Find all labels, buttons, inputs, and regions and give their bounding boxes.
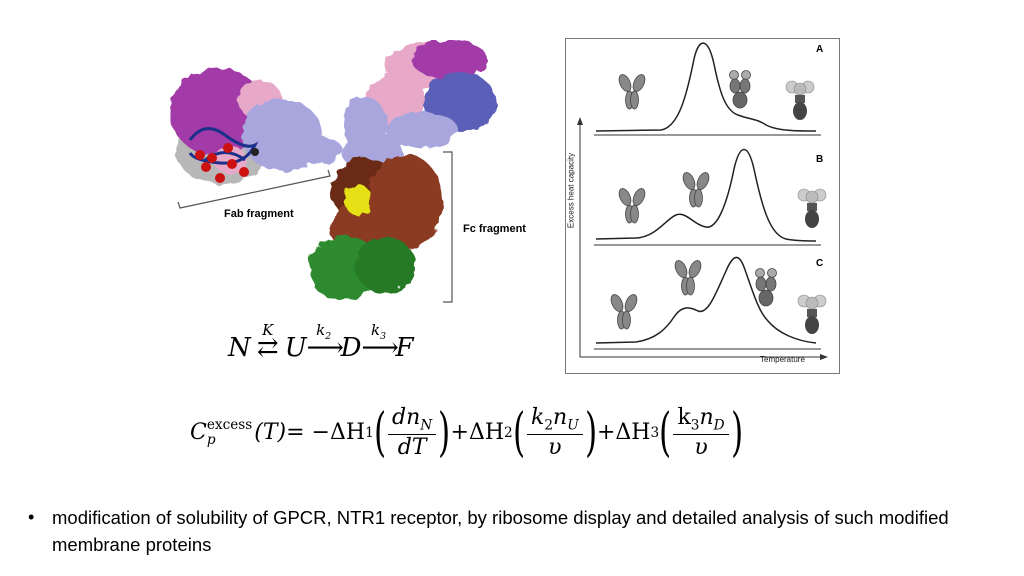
panel-letter-b: B: [816, 154, 824, 165]
equilibrium-constant: K: [262, 321, 274, 339]
h1-sub: 1: [365, 424, 374, 441]
antibody-icon: [672, 258, 704, 296]
k2-text: k: [531, 405, 545, 430]
panel-letter-c: C: [816, 258, 824, 269]
panel-letter-a: A: [816, 44, 824, 55]
curve-c: [595, 256, 817, 344]
fc-fragment-label: Fc fragment: [463, 223, 526, 235]
aggregate-icon: [785, 80, 815, 121]
k2-sub-text: 2: [544, 417, 554, 434]
rate-k2-sub: 2: [325, 331, 332, 342]
antibody-icon: [616, 186, 648, 224]
term2-prefix: +ΔH: [450, 420, 505, 446]
bullet-item: • modification of solubility of GPCR, NT…: [28, 504, 1018, 558]
antibody-icon: [616, 72, 648, 110]
equilibrium-arrow: K ⇄: [251, 323, 285, 364]
dnN-sub: N: [420, 417, 433, 434]
cp-symbol: C: [190, 420, 207, 446]
cp-superscript: excess: [206, 416, 253, 433]
nU-sub-text: U: [567, 417, 579, 434]
fraction-dnN-dT: dnN dT: [388, 405, 437, 461]
nD-text: n: [699, 405, 714, 430]
fc-bracket: [443, 151, 453, 303]
cp-subscript: p: [206, 431, 216, 448]
nU-text: n: [553, 405, 568, 430]
rate-k2: k: [316, 321, 326, 339]
fraction-k2nU-v: k2nU υ: [527, 405, 583, 460]
v-text-1: υ: [548, 435, 562, 461]
y-axis-label: Excess heat capacity: [566, 152, 576, 229]
v-text-2: υ: [694, 435, 708, 461]
curve-a: [595, 42, 817, 132]
species-d: D: [340, 333, 362, 363]
dnN-text: dn: [392, 405, 421, 430]
h3-sub: 3: [650, 424, 660, 441]
rate-k3: k: [371, 321, 381, 339]
fab-fragment-label: Fab fragment: [224, 208, 294, 220]
dT-text: dT: [397, 435, 427, 461]
nD-sub-text: D: [713, 417, 725, 434]
aggregate-icon: [797, 294, 827, 335]
bullet-dot-icon: •: [28, 507, 35, 527]
fab-bracket: [177, 169, 331, 209]
antibody-icon: [680, 170, 712, 208]
aggregate-icon: [797, 188, 827, 229]
antibody-structure-image: [170, 40, 496, 303]
unfolded-antibody-icon: [755, 268, 777, 307]
species-n: N: [228, 333, 251, 363]
h2-sub: 2: [504, 424, 513, 441]
k3-sub-text: 3: [690, 417, 700, 434]
dsc-curves: [577, 42, 828, 360]
antibody-icon: [608, 292, 640, 330]
term3-prefix: +ΔH: [596, 420, 651, 446]
rate-arrow-k2: k2 ⟶: [306, 321, 344, 364]
fraction-k3nD-v: k3nD υ: [673, 405, 729, 461]
k3-text: k: [677, 405, 691, 430]
term1-prefix: = −ΔH: [286, 420, 366, 446]
heat-capacity-equation: C excess p (T) = −ΔH 1 ( dnN dT ) +ΔH 2 ( …: [190, 402, 743, 463]
x-axis-label: Temperature: [760, 355, 805, 364]
temperature-arg: (T): [254, 420, 287, 446]
bullet-text: modification of solubility of GPCR, NTR1…: [52, 507, 949, 555]
species-f: F: [395, 333, 414, 363]
dsc-thermogram-panel: [565, 38, 840, 374]
rate-arrow-k3: k3 ⟶: [361, 321, 399, 364]
curve-b: [595, 148, 817, 242]
unfolded-antibody-icon: [729, 70, 751, 109]
species-u: U: [284, 333, 307, 363]
rate-k3-sub: 3: [380, 331, 387, 342]
ligand-atoms: [188, 127, 259, 183]
